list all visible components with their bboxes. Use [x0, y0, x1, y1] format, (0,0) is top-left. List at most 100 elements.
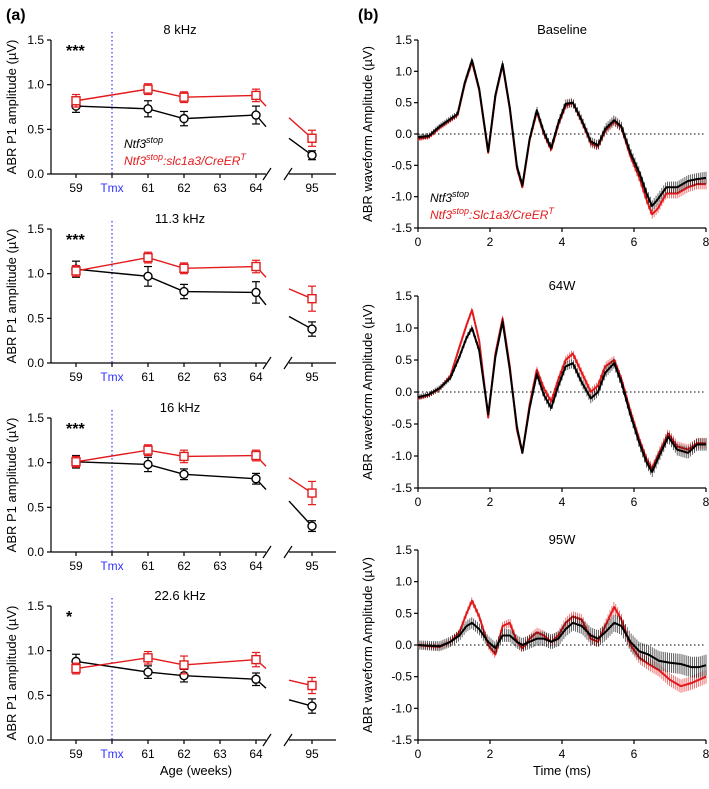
data-point-circle — [143, 104, 153, 114]
series-mutant — [71, 83, 317, 147]
x-axis-label: Time (ms) — [533, 763, 591, 778]
series-line-mutant — [75, 256, 267, 278]
x-tick-label: 6 — [631, 235, 638, 249]
y-tick-label: 1.5 — [27, 411, 44, 425]
abr-waveform-chart-2: -1.5 -1.0 -0.5 0.0 0.5 1.0 1.5 0 2 4 6 8 64W ABR wave… — [360, 278, 709, 509]
x-tick-label: 0 — [415, 235, 422, 249]
data-point-circle — [179, 113, 189, 124]
x-tick-label: 63 — [213, 181, 227, 195]
abr-p1-chart-2: 0.0 0.5 1.0 1.5 59 Tmx 61 62 63 64 95 11.3 kHz *** AB… — [4, 211, 336, 384]
x-tick-label: 4 — [559, 495, 566, 509]
abr-p1-chart-4: 0.0 0.5 1.0 1.5 59 Tmx 61 62 63 64 95 22.6 kHz * ABR … — [4, 588, 336, 778]
y-axis-label: ABR P1 amplitude (µV) — [4, 40, 19, 175]
legend-superscript: stop — [452, 189, 469, 199]
y-tick-label: 1.0 — [395, 321, 412, 335]
x-tick-label: 95 — [305, 181, 319, 195]
y-tick-label: -1.5 — [391, 221, 412, 235]
charts-container: 0.00.51.01.559 Tmx 61 62 63 64 958 kHz***ABR P… — [4, 22, 709, 778]
x-axis-label: Age (weeks) — [160, 763, 232, 778]
legend-superscript: T — [548, 206, 555, 216]
axis-break-mark — [283, 167, 293, 181]
data-point-circle — [307, 521, 317, 531]
y-axis-label: ABR P1 amplitude (µV) — [4, 418, 19, 553]
series-line-control — [75, 660, 267, 689]
y-tick-label: 1.5 — [395, 543, 412, 557]
series-line-control — [75, 268, 267, 306]
x-tick-label: 64 — [249, 181, 263, 195]
y-tick-label: 1.5 — [27, 599, 44, 613]
y-tick-label: 0.5 — [395, 96, 412, 110]
abr-waveform-chart-3: -1.5 -1.0 -0.5 0.0 0.5 1.0 1.5 0 2 4 6 8 95W ABR wave… — [360, 532, 709, 778]
axis-break-mark — [283, 733, 293, 747]
data-point-square — [71, 663, 81, 674]
y-tick-label: 1.0 — [27, 644, 44, 658]
waveform-control — [417, 57, 707, 212]
x-tick-label: Tmx — [100, 370, 123, 384]
x-tick-label: 64 — [249, 747, 263, 761]
data-point-circle — [251, 474, 261, 484]
data-point-circle — [179, 469, 189, 479]
x-tick-label: 61 — [141, 559, 155, 573]
abr-waveform-chart-1: -1.5 -1.0 -0.5 0.0 0.5 1.0 1.5 0 2 4 6 8 Baseline ABR… — [360, 22, 709, 249]
waveform-line-control — [417, 621, 707, 669]
x-tick-label: 63 — [213, 747, 227, 761]
legend-text: :slc1a3/CreER — [163, 154, 241, 168]
series-mutant — [71, 444, 317, 506]
data-point-square — [143, 445, 153, 455]
data-point-square — [307, 293, 317, 304]
x-tick-label: 2 — [487, 747, 494, 761]
x-tick-label: Tmx — [100, 559, 123, 573]
data-point-circle — [179, 286, 189, 297]
data-point-square — [251, 654, 261, 665]
y-tick-label: 1.0 — [395, 575, 412, 589]
y-tick-label: -0.5 — [391, 158, 412, 172]
chart-title: 16 kHz — [160, 400, 200, 415]
y-tick-label: -1.5 — [391, 733, 412, 747]
y-tick-label: 0.5 — [395, 606, 412, 620]
legend-superscript: stop — [452, 206, 469, 216]
series-line-control — [75, 461, 267, 490]
legend-text: Ntf3 — [430, 191, 452, 205]
y-tick-label: 0.0 — [27, 545, 44, 559]
y-tick-label: 0.0 — [27, 167, 44, 181]
y-tick-label: 0.5 — [27, 688, 44, 702]
x-tick-label: 8 — [703, 235, 709, 249]
data-point-circle — [143, 459, 153, 470]
legend-entry-control: Ntf3stop — [124, 135, 163, 151]
axis-break-mark — [262, 545, 272, 559]
chart-title: Baseline — [537, 22, 587, 37]
y-tick-label: -0.5 — [391, 670, 412, 684]
y-tick-label: -1.0 — [391, 190, 412, 204]
axis-break-mark — [283, 356, 293, 370]
legend-entry-mutant: Ntf3stop:Slc1a3/CreERT — [430, 206, 555, 222]
x-tick-label: 61 — [141, 370, 155, 384]
legend-text: Ntf3 — [124, 137, 146, 151]
x-tick-label: 62 — [177, 747, 191, 761]
x-tick-label: 4 — [559, 235, 566, 249]
y-tick-label: 0.5 — [27, 500, 44, 514]
legend-superscript: stop — [146, 135, 163, 145]
series-line-control — [75, 105, 267, 128]
x-tick-label: 95 — [305, 747, 319, 761]
x-tick-label: 8 — [703, 747, 709, 761]
waveform-control — [417, 614, 707, 678]
x-tick-label: 63 — [213, 559, 227, 573]
x-tick-label: 95 — [305, 370, 319, 384]
legend-text: :Slc1a3/CreER — [469, 208, 549, 222]
significance-marker: * — [66, 609, 73, 626]
series-control — [71, 260, 317, 337]
y-tick-label: 1.5 — [395, 33, 412, 47]
chart-title: 95W — [549, 532, 576, 547]
x-tick-label: 59 — [69, 747, 83, 761]
y-tick-label: 0.0 — [27, 356, 44, 370]
axis-break-mark — [262, 356, 272, 370]
series-mutant — [71, 650, 317, 695]
data-point-square — [307, 133, 317, 143]
x-tick-label: 2 — [487, 495, 494, 509]
data-point-circle — [307, 324, 317, 334]
abr-p1-chart-3: 0.0 0.5 1.0 1.5 59 Tmx 61 62 63 64 95 16 kHz *** ABR … — [4, 400, 336, 573]
series-line-mutant — [75, 657, 267, 670]
x-tick-label: 61 — [141, 747, 155, 761]
waveform-line-mutant — [417, 599, 707, 688]
y-tick-label: 1.0 — [27, 78, 44, 92]
